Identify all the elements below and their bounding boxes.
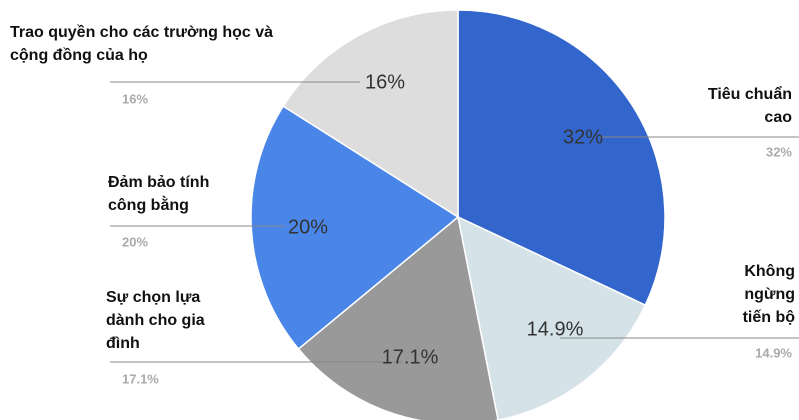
outside-value-label: 32% [766, 144, 792, 159]
slice-label: 32% [563, 126, 603, 148]
category-label: Không ngừng tiến bộ [742, 263, 795, 326]
slice-label: 16% [365, 71, 405, 93]
pie-slice [282, 9, 459, 219]
pie-slice [457, 9, 666, 307]
category-label: Tiêu chuẩn cao [707, 86, 792, 126]
pie-slice [456, 215, 647, 420]
category-label: Đảm bảo tính công bằng [108, 174, 210, 214]
category-label: Sự chọn lựa dành cho gia đình [106, 289, 205, 352]
pie-slice [250, 105, 460, 351]
category-label: Trao quyền cho các trường học và cộng đồ… [10, 24, 274, 64]
slice-label: 14.9% [527, 318, 584, 340]
outside-value-label: 20% [122, 234, 148, 249]
slice-label: 17.1% [382, 346, 439, 368]
outside-value-label: 14.9% [755, 345, 792, 360]
outside-value-label: 17.1% [122, 371, 159, 386]
outside-value-label: 16% [122, 91, 148, 106]
slice-label: 20% [288, 216, 328, 238]
pie-slice [297, 215, 499, 420]
